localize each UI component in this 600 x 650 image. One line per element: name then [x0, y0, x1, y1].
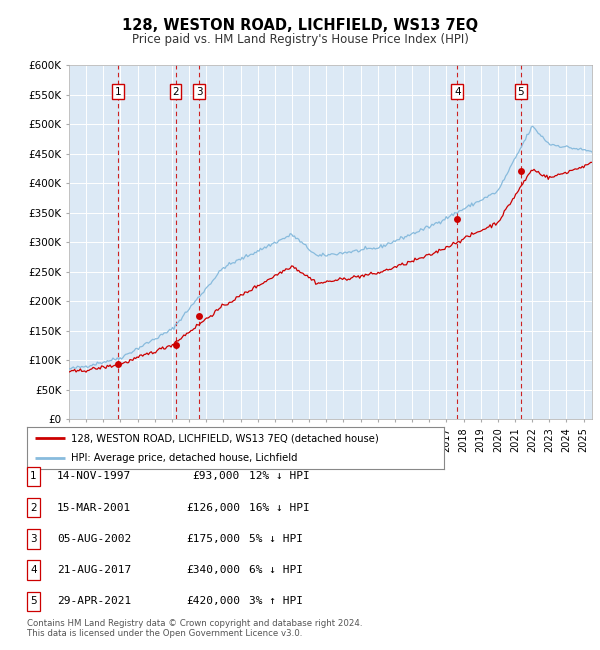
Text: 3% ↑ HPI: 3% ↑ HPI: [249, 596, 303, 606]
Text: Price paid vs. HM Land Registry's House Price Index (HPI): Price paid vs. HM Land Registry's House …: [131, 32, 469, 46]
Text: 3: 3: [30, 534, 37, 544]
Text: £175,000: £175,000: [186, 534, 240, 544]
Text: 128, WESTON ROAD, LICHFIELD, WS13 7EQ: 128, WESTON ROAD, LICHFIELD, WS13 7EQ: [122, 18, 478, 33]
Text: 12% ↓ HPI: 12% ↓ HPI: [249, 471, 310, 482]
Text: 128, WESTON ROAD, LICHFIELD, WS13 7EQ (detached house): 128, WESTON ROAD, LICHFIELD, WS13 7EQ (d…: [71, 434, 379, 443]
Text: 15-MAR-2001: 15-MAR-2001: [57, 502, 131, 513]
Text: 2: 2: [30, 502, 37, 513]
Text: £420,000: £420,000: [186, 596, 240, 606]
Text: £126,000: £126,000: [186, 502, 240, 513]
Text: £93,000: £93,000: [193, 471, 240, 482]
Text: Contains HM Land Registry data © Crown copyright and database right 2024.
This d: Contains HM Land Registry data © Crown c…: [27, 619, 362, 638]
Text: 14-NOV-1997: 14-NOV-1997: [57, 471, 131, 482]
Text: 2: 2: [172, 86, 179, 97]
Text: 5: 5: [30, 596, 37, 606]
Text: HPI: Average price, detached house, Lichfield: HPI: Average price, detached house, Lich…: [71, 453, 297, 463]
Text: 16% ↓ HPI: 16% ↓ HPI: [249, 502, 310, 513]
Text: 4: 4: [454, 86, 461, 97]
Text: 21-AUG-2017: 21-AUG-2017: [57, 565, 131, 575]
Text: 29-APR-2021: 29-APR-2021: [57, 596, 131, 606]
Text: 4: 4: [30, 565, 37, 575]
Text: 1: 1: [115, 86, 122, 97]
Text: 1: 1: [30, 471, 37, 482]
Text: 6% ↓ HPI: 6% ↓ HPI: [249, 565, 303, 575]
Text: 5% ↓ HPI: 5% ↓ HPI: [249, 534, 303, 544]
Text: 3: 3: [196, 86, 203, 97]
Text: £340,000: £340,000: [186, 565, 240, 575]
Text: 05-AUG-2002: 05-AUG-2002: [57, 534, 131, 544]
Text: 5: 5: [517, 86, 524, 97]
